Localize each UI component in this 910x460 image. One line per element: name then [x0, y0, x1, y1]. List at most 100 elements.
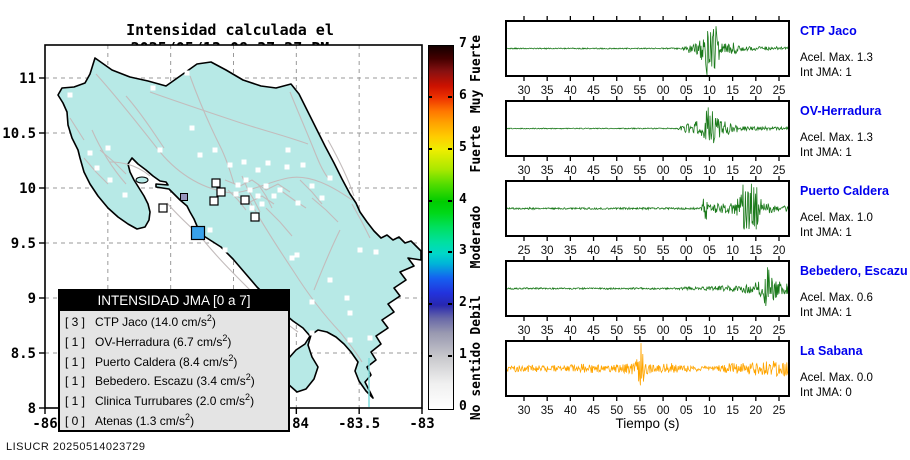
- station-marker: [249, 205, 255, 211]
- seismogram-panel: 30 35 40 45 50 55 00 05 10 15 20 25 La Sabana Acel. M…: [505, 336, 873, 417]
- waveform-trace: [505, 107, 789, 144]
- colorbar-tick: [428, 199, 432, 202]
- map-y-tick-label: 10.5: [2, 126, 36, 142]
- map-stations: [67, 70, 379, 343]
- station-acel-label: Acel. Max. 1.3: [800, 52, 873, 64]
- panel-tick-label: 05: [703, 245, 716, 257]
- map-x-tick-label: -84: [284, 416, 309, 432]
- station-marker: [222, 247, 228, 253]
- station-marker: [309, 183, 315, 189]
- panel-tick-label: 10: [703, 85, 716, 97]
- station-marker: [373, 249, 379, 255]
- station-int-label: Int JMA: 1: [800, 67, 852, 79]
- panel-tick-label: 50: [610, 405, 623, 417]
- map-y-tick-label: 8: [28, 401, 36, 417]
- waveform-trace: [505, 267, 789, 307]
- panel-tick-label: 05: [680, 85, 693, 97]
- colorbar-tick-label: 3: [459, 243, 467, 259]
- station-marker: [294, 252, 300, 258]
- colorbar-tick: [428, 355, 432, 358]
- station-marker: [284, 164, 290, 170]
- panel-tick-label: 25: [773, 165, 786, 177]
- panel-tick-label: 00: [657, 165, 670, 177]
- station-int-label: Int JMA: 1: [800, 147, 852, 159]
- map-y-tick-label: 11: [19, 71, 36, 87]
- station-marker-triggered: [240, 195, 250, 205]
- station-acel-label: Acel. Max. 1.0: [800, 212, 873, 224]
- station-acel-label: Acel. Max. 1.3: [800, 132, 873, 144]
- station-marker-triggered: [209, 196, 219, 206]
- station-marker: [227, 162, 233, 168]
- panel-tick-label: 50: [634, 245, 647, 257]
- station-marker: [197, 152, 203, 158]
- legend-row: [ 0 ] Atenas (1.3 cm/s2): [65, 411, 195, 428]
- station-marker: [337, 120, 343, 126]
- colorbar-tick-label: 1: [459, 347, 467, 363]
- panel-tick-label: 20: [749, 165, 762, 177]
- legend-row: [ 1 ] Puerto Caldera (8.4 cm/s2): [65, 352, 238, 369]
- time-axis-label: Tiempo (s): [615, 416, 679, 431]
- colorbar-tick-label: 4: [459, 191, 467, 207]
- station-name-label: La Sabana: [800, 344, 864, 358]
- station-marker: [289, 255, 295, 261]
- station-int-label: Int JMA: 0: [800, 387, 852, 399]
- panel-frame: [505, 260, 790, 317]
- station-name-label: OV-Herradura: [800, 104, 882, 118]
- station-marker: [87, 150, 93, 156]
- map-y-tick-label: 9: [28, 291, 36, 307]
- panel-tick-label: 35: [564, 245, 577, 257]
- station-marker: [309, 299, 315, 305]
- map-coastline: [57, 57, 422, 399]
- panel-tick-label: 30: [518, 405, 531, 417]
- panel-tick-label: 40: [564, 85, 577, 97]
- panel-tick-label: 10: [703, 165, 716, 177]
- station-marker: [327, 277, 333, 283]
- legend-row: [ 1 ] Bebedero. Escazu (3.4 cm/s2): [65, 372, 255, 389]
- panel-tick-label: 35: [541, 325, 554, 337]
- station-name-label: Puerto Caldera: [800, 184, 890, 198]
- station-marker: [263, 183, 269, 189]
- station-marker: [295, 200, 301, 206]
- station-marker: [271, 193, 277, 199]
- seismogram-panel: 30 35 40 45 50 55 00 05 10 15 20 25 Bebedero, Escazu…: [505, 256, 908, 337]
- station-marker: [212, 147, 218, 153]
- colorbar-tick-label: 0: [459, 399, 467, 414]
- panel-tick-label: 20: [749, 325, 762, 337]
- station-marker: [344, 295, 350, 301]
- station-marker: [259, 201, 265, 207]
- station-marker-triggered: [211, 178, 221, 188]
- colorbar-tick: [448, 303, 452, 306]
- colorbar-tick: [448, 95, 452, 98]
- station-marker: [347, 337, 353, 343]
- station-marker: [309, 330, 315, 336]
- map-y-tick-label: 9.5: [11, 236, 36, 252]
- station-marker: [367, 335, 373, 341]
- panel-tick-label: 40: [564, 405, 577, 417]
- panel-tick-label: 15: [726, 325, 739, 337]
- station-marker: [300, 162, 306, 168]
- station-marker: [241, 159, 247, 165]
- panel-tick-label: 45: [587, 325, 600, 337]
- panel-tick-label: 05: [680, 325, 693, 337]
- panel-tick-label: 45: [610, 245, 623, 257]
- panel-tick-label: 25: [773, 325, 786, 337]
- panel-tick-label: 15: [749, 245, 762, 257]
- station-int-label: Int JMA: 1: [800, 227, 852, 239]
- station-marker: [67, 92, 73, 98]
- panel-tick-label: 10: [703, 405, 716, 417]
- panel-tick-label: 20: [749, 405, 762, 417]
- panel-tick-label: 25: [773, 405, 786, 417]
- station-marker: [233, 191, 239, 197]
- panel-tick-label: 50: [610, 165, 623, 177]
- panel-tick-label: 25: [773, 85, 786, 97]
- colorbar-tick: [428, 303, 432, 306]
- panel-tick-label: 45: [587, 85, 600, 97]
- station-marker: [285, 147, 291, 153]
- panel-tick-label: 15: [726, 165, 739, 177]
- panel-tick-label: 20: [773, 245, 786, 257]
- station-marker-intensity1: [180, 193, 188, 201]
- panel-tick-label: 05: [680, 405, 693, 417]
- panel-frame: [505, 180, 790, 237]
